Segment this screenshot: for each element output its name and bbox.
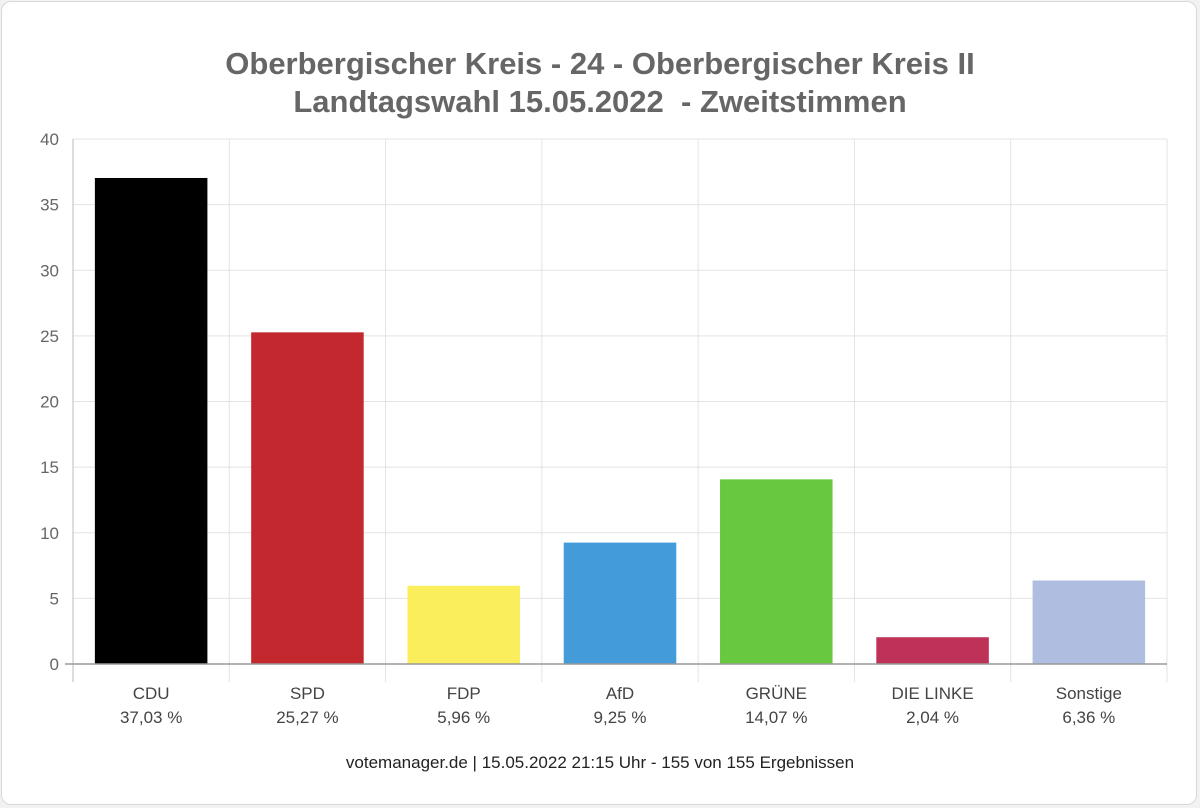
source-footer: votemanager.de | 15.05.2022 21:15 Uhr - … xyxy=(345,753,855,772)
x-value-label: 2,04 % xyxy=(906,708,959,727)
y-tick-label: 15 xyxy=(40,458,59,477)
x-value-label: 9,25 % xyxy=(594,708,647,727)
bar-die-linke xyxy=(876,637,989,664)
bar-cdu xyxy=(94,177,208,664)
bars xyxy=(94,177,1146,664)
x-category-label: GRÜNE xyxy=(746,684,807,703)
x-value-label: 37,03 % xyxy=(120,708,182,727)
y-tick-label: 30 xyxy=(40,261,59,280)
bar-afd xyxy=(563,542,677,664)
bar-grüne xyxy=(720,479,833,664)
x-category-label: Sonstige xyxy=(1056,684,1122,703)
y-tick-label: 10 xyxy=(40,524,59,543)
x-value-label: 5,96 % xyxy=(437,708,490,727)
bar-spd xyxy=(251,332,364,664)
bar-fdp xyxy=(407,585,520,664)
x-value-label: 25,27 % xyxy=(276,708,338,727)
x-value-label: 6,36 % xyxy=(1062,708,1115,727)
y-tick-label: 35 xyxy=(40,196,59,215)
y-tick-label: 0 xyxy=(50,655,59,674)
x-value-label: 14,07 % xyxy=(745,708,807,727)
y-tick-label: 5 xyxy=(50,589,59,608)
axes xyxy=(65,139,1167,682)
y-tick-label: 25 xyxy=(40,327,59,346)
chart-title: Oberbergischer Kreis - 24 - Oberbergisch… xyxy=(2,45,1198,121)
x-category-label: DIE LINKE xyxy=(891,684,973,703)
x-category-label: SPD xyxy=(290,684,325,703)
bar-sonstige xyxy=(1032,580,1146,664)
chart-title-line-2: Landtagswahl 15.05.2022 - Zweitstimmen xyxy=(293,84,907,119)
chart-title-line-1: Oberbergischer Kreis - 24 - Oberbergisch… xyxy=(225,46,975,81)
y-tick-label: 20 xyxy=(40,393,59,412)
x-category-label: CDU xyxy=(133,684,170,703)
y-tick-label: 40 xyxy=(40,130,59,149)
x-category-label: AfD xyxy=(606,684,634,703)
x-axis-labels: CDU 37,03 % SPD 25,27 % FDP 5,96 % AfD 9,25 % GR… xyxy=(120,684,1122,727)
y-axis-ticks: 0 5 10 15 20 25 30 35 40 xyxy=(40,130,59,674)
x-category-label: FDP xyxy=(447,684,481,703)
